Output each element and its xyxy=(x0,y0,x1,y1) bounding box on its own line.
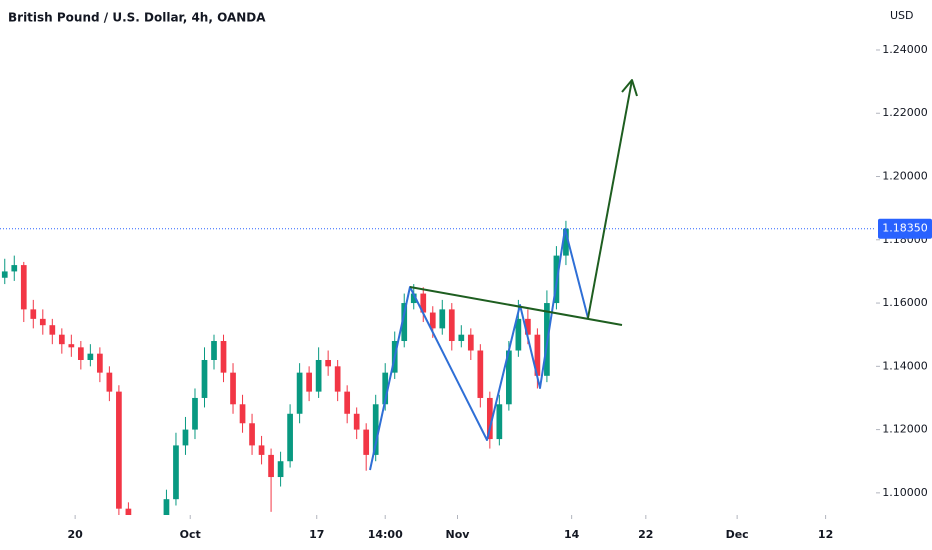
y-tick-label: 1.22000 xyxy=(882,106,928,119)
candle-body xyxy=(58,334,65,345)
target-arrow xyxy=(587,79,633,319)
candle-body xyxy=(249,423,255,446)
candle-body xyxy=(277,461,284,478)
candle-body xyxy=(173,445,179,500)
y-tick-label: 1.14000 xyxy=(882,359,928,372)
arrow-head xyxy=(621,79,638,97)
candle-body xyxy=(515,318,522,351)
x-tick-label: Oct xyxy=(180,528,201,541)
candle-body xyxy=(97,353,103,373)
y-tick-label: 1.24000 xyxy=(882,43,928,56)
x-tick-label: 22 xyxy=(638,528,653,541)
candle-body xyxy=(201,359,208,398)
candle-body xyxy=(410,293,417,304)
drawings xyxy=(369,79,638,471)
y-tick-label: 1.10000 xyxy=(882,486,928,499)
candle-body xyxy=(448,309,455,342)
last-price-box xyxy=(878,218,932,239)
y-tick-label: 1.16000 xyxy=(882,296,928,309)
candle-body xyxy=(296,372,303,414)
candle-body xyxy=(106,372,113,392)
candle-body xyxy=(439,309,446,329)
candle-body xyxy=(163,499,170,515)
candle-body xyxy=(220,341,227,373)
candle-body xyxy=(154,524,160,549)
candle-body xyxy=(49,325,56,335)
chart-title: British Pound / U.S. Dollar, 4h, OANDA xyxy=(8,11,266,25)
candle-body xyxy=(1,271,8,278)
candle-body xyxy=(87,353,94,360)
plot-area xyxy=(1,220,569,550)
candle-body xyxy=(39,318,46,326)
candle-body xyxy=(325,359,331,367)
candle-body xyxy=(496,404,503,440)
candle-body xyxy=(486,397,493,440)
candle-body xyxy=(477,350,484,398)
candle-body xyxy=(116,391,122,509)
candle-body xyxy=(401,303,408,342)
x-tick-label: 20 xyxy=(67,528,83,541)
x-tick-label: 14 xyxy=(564,528,580,541)
candle-body xyxy=(372,404,379,455)
candle-body xyxy=(77,347,84,360)
candle-body xyxy=(30,309,37,319)
x-tick-label: 12 xyxy=(818,528,833,541)
candle-body xyxy=(258,445,265,455)
candle-body xyxy=(11,265,18,272)
candle-body xyxy=(334,366,341,392)
candle-body xyxy=(467,334,474,351)
candle-body xyxy=(315,359,322,392)
candle-body xyxy=(211,341,217,360)
candle-body xyxy=(20,265,27,310)
last-price-label: 1.18350 xyxy=(882,222,928,235)
x-tick-label: 14:00 xyxy=(368,528,403,541)
candle-body xyxy=(382,372,389,405)
candle-body xyxy=(506,350,512,405)
y-tick-label: 1.12000 xyxy=(882,423,928,436)
candle-body xyxy=(344,391,351,414)
candle-body xyxy=(230,372,236,405)
candle-body xyxy=(239,404,246,424)
candle-body xyxy=(458,334,465,342)
candle-body xyxy=(125,508,132,515)
trend-line xyxy=(409,286,623,326)
candle-body xyxy=(363,429,370,455)
candle-body xyxy=(420,293,427,313)
candle-body xyxy=(525,318,531,335)
candle-body xyxy=(429,312,436,329)
y-axis-label: USD xyxy=(890,9,914,22)
candle-body xyxy=(268,454,274,478)
candle-body xyxy=(68,344,75,348)
x-tick-label: 17 xyxy=(309,528,324,541)
candle-body xyxy=(135,540,141,550)
candle-body xyxy=(192,397,198,430)
candle-body xyxy=(534,334,541,376)
x-tick-label: Dec xyxy=(726,528,749,541)
candle-body xyxy=(287,413,293,462)
candle-body xyxy=(563,228,569,256)
y-tick-label: 1.20000 xyxy=(882,170,928,183)
x-tick-label: Nov xyxy=(446,528,471,541)
candle-body xyxy=(353,413,360,430)
candle-body xyxy=(306,372,312,392)
candle-body xyxy=(182,429,189,446)
